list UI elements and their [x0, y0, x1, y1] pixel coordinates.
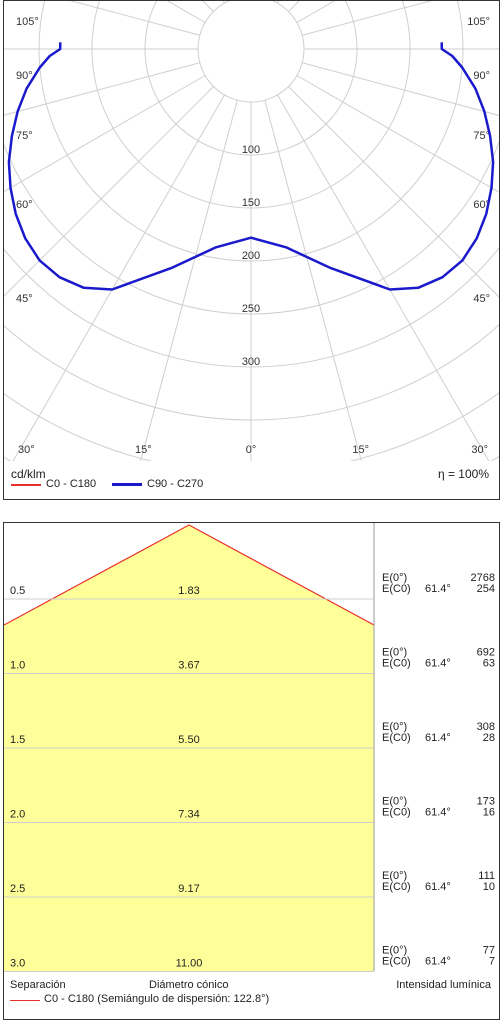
unit-label: cd/klm [11, 467, 46, 481]
grid-spoke [4, 62, 200, 116]
row-e0-value: 77 [483, 945, 495, 957]
row-e0-value: 308 [477, 721, 495, 733]
row-e0-value: 111 [478, 870, 495, 882]
row-ec0-value: 28 [483, 732, 495, 744]
grid-circle [197, 1, 305, 103]
polar-diagram-panel: 100 150 200 250 300 105° 90° 75° 60° 45° 30° 15° 105… [3, 0, 500, 500]
row-diameter-label: 9.17 [178, 883, 199, 895]
cone-edge-left [4, 524, 190, 626]
col-separation-label: Separación [10, 979, 66, 991]
row-separation-label: 0.5 [10, 585, 25, 597]
angle-label-right: 45° [473, 293, 490, 305]
row-ec0-value: 254 [477, 583, 495, 595]
row-e0-label: E(0°) [382, 870, 407, 882]
cone-diagram-panel: 0.5 1.83 E(0°) 2768 E(C0) 61.4° 254 1.0 3.67 E(0°… [3, 522, 500, 1020]
grid-spoke [296, 75, 499, 193]
angle-label-left: 105° [16, 16, 39, 28]
angle-label-right: 30° [471, 444, 488, 456]
angle-label-right: 105° [467, 16, 490, 28]
polar-grid [4, 1, 499, 461]
grid-spoke [69, 1, 200, 36]
row-ec0-label: E(C0) [382, 881, 411, 893]
row-diameter-label: 3.67 [178, 660, 199, 672]
row-separation-label: 1.0 [10, 660, 25, 672]
angle-label-left: 45° [16, 293, 33, 305]
angle-label-right: 15° [352, 444, 369, 456]
efficiency-label: η = 100% [437, 467, 489, 481]
angle-label-left: 75° [16, 130, 33, 142]
col-intensity-label: Intensidad lumínica [396, 979, 491, 991]
polar-chart: 100 150 200 250 300 105° 90° 75° 60° 45° 30° 15° 105… [4, 1, 499, 461]
legend-c90-label: C90 - C270 [147, 478, 204, 490]
row-separation-label: 1.5 [10, 734, 25, 746]
radial-tick-label: 150 [242, 197, 260, 209]
grid-spoke [4, 75, 206, 193]
grid-spoke [140, 100, 238, 461]
cone-legend-label: C0 - C180 (Semiángulo de dispersión: 122… [44, 993, 270, 1005]
radial-tick-label: 250 [242, 303, 260, 315]
row-ec0-value: 10 [483, 881, 495, 893]
grid-spoke [288, 1, 300, 12]
row-separation-label: 3.0 [10, 958, 25, 970]
grid-spoke [302, 62, 499, 116]
grid-spoke [277, 94, 490, 461]
legend-swatch-c0 [11, 484, 41, 486]
row-e0-label: E(0°) [382, 796, 407, 808]
row-ec0-label: E(C0) [382, 956, 411, 968]
row-diameter-label: 5.50 [178, 734, 199, 746]
angle-label-left: 15° [135, 444, 152, 456]
cone-edge-right [188, 524, 375, 626]
row-angle-label: 61.4° [425, 583, 451, 595]
row-ec0-label: E(C0) [382, 732, 411, 744]
grid-spoke [12, 94, 225, 461]
row-ec0-label: E(C0) [382, 583, 411, 595]
row-ec0-label: E(C0) [382, 807, 411, 819]
row-e0-label: E(0°) [382, 572, 407, 584]
row-angle-label: 61.4° [425, 807, 451, 819]
row-separation-label: 2.5 [10, 883, 25, 895]
row-angle-label: 61.4° [425, 881, 451, 893]
legend-swatch-c90 [112, 483, 142, 486]
angle-label-bottom: 0° [246, 444, 257, 456]
series-c90-c270-line [7, 42, 495, 291]
col-diameter-label: Diámetro cónico [149, 979, 229, 991]
grid-spoke [264, 100, 362, 461]
grid-spoke [202, 1, 214, 12]
row-e0-value: 692 [477, 647, 495, 659]
cone-chart: 0.5 1.83 E(0°) 2768 E(C0) 61.4° 254 1.0 3.67 E(0°… [4, 523, 495, 972]
radial-tick-label: 300 [242, 356, 260, 368]
row-e0-value: 2768 [471, 572, 495, 584]
row-e0-label: E(0°) [382, 647, 407, 659]
row-angle-label: 61.4° [425, 732, 451, 744]
row-e0-label: E(0°) [382, 945, 407, 957]
row-angle-label: 61.4° [425, 956, 451, 968]
angle-label-left: 90° [16, 70, 33, 82]
angle-label-right: 90° [473, 70, 490, 82]
cone-legend-swatch [10, 1000, 40, 1001]
row-ec0-value: 63 [483, 658, 495, 670]
grid-spoke [302, 1, 433, 36]
row-ec0-label: E(C0) [382, 658, 411, 670]
angle-label-left: 60° [16, 199, 33, 211]
row-separation-label: 2.0 [10, 809, 25, 821]
grid-spoke [4, 86, 214, 297]
grid-spoke [288, 86, 499, 298]
radial-tick-label: 100 [242, 144, 260, 156]
row-e0-value: 173 [477, 796, 495, 808]
row-ec0-value: 16 [483, 807, 495, 819]
row-ec0-value: 7 [489, 956, 495, 968]
angle-label-right: 60° [473, 199, 490, 211]
radial-tick-label: 200 [242, 250, 260, 262]
grid-spoke [277, 1, 280, 4]
angle-label-left: 30° [18, 444, 35, 456]
row-diameter-label: 11.00 [176, 958, 203, 970]
legend-c0-label: C0 - C180 [46, 478, 97, 490]
row-e0-label: E(0°) [382, 721, 407, 733]
row-angle-label: 61.4° [425, 658, 451, 670]
grid-spoke [222, 1, 225, 4]
row-diameter-label: 1.83 [178, 585, 199, 597]
row-diameter-label: 7.34 [178, 809, 199, 821]
angle-label-right: 75° [473, 130, 490, 142]
